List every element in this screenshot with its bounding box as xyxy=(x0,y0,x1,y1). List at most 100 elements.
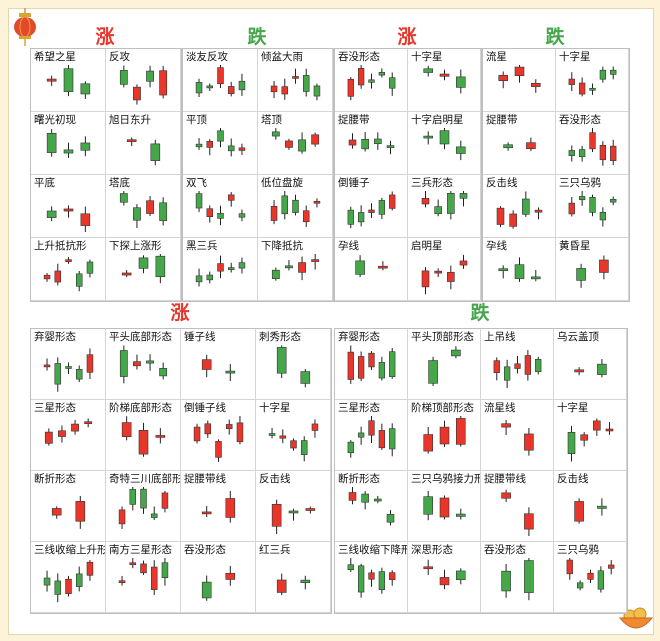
bearish-candle xyxy=(456,513,466,517)
candlestick-illustration xyxy=(51,495,86,529)
bearish-candle xyxy=(389,351,396,377)
bullish-candle xyxy=(496,207,505,225)
bullish-candle xyxy=(217,263,224,272)
candlestick-illustration xyxy=(193,416,244,462)
bearish-candle xyxy=(313,85,321,97)
bullish-candle xyxy=(121,422,132,437)
pattern-label: 十字星 xyxy=(411,51,443,63)
bearish-candle xyxy=(503,144,513,149)
bearish-candle xyxy=(498,268,508,271)
section-header-top-left-rise: 涨 xyxy=(95,26,115,48)
pattern-cell: 三星形态 xyxy=(335,400,408,471)
pattern-label: 断折形态 xyxy=(34,473,76,485)
pattern-cell: 断折形态 xyxy=(31,471,106,542)
bullish-candle xyxy=(86,561,94,576)
bullish-candle xyxy=(292,76,299,79)
bearish-candle xyxy=(347,209,354,225)
candlestick-illustration xyxy=(271,499,316,535)
bullish-candle xyxy=(215,441,222,458)
pattern-cell: 三线收缩下降形态 xyxy=(335,542,408,613)
bullish-candle xyxy=(574,369,584,373)
bullish-candle xyxy=(140,563,147,574)
candlestick-illustration xyxy=(421,191,468,220)
bullish-candle xyxy=(357,68,365,86)
pattern-label: 上吊线 xyxy=(484,331,516,343)
bearish-candle xyxy=(195,143,203,148)
bullish-candle xyxy=(456,418,466,445)
pattern-cell: 塔顶 xyxy=(258,112,333,175)
bearish-candle xyxy=(195,275,203,283)
candlestick-illustration xyxy=(568,191,617,227)
bullish-candle xyxy=(311,259,320,262)
bullish-candle xyxy=(270,205,278,221)
bullish-candle xyxy=(46,78,57,82)
pattern-cell: 三星形态 xyxy=(31,400,106,471)
bullish-candle xyxy=(227,194,235,201)
bearish-candle xyxy=(292,199,299,213)
bearish-candle xyxy=(531,276,541,280)
bearish-candle xyxy=(361,493,369,503)
pattern-cell: 三只乌鸦 xyxy=(556,175,629,238)
pattern-label: 吞没形态 xyxy=(559,114,601,126)
bearish-candle xyxy=(75,273,83,287)
bullish-candle xyxy=(574,501,584,522)
bearish-candle xyxy=(146,70,154,82)
pattern-cell: 希望之星 xyxy=(31,49,106,112)
bearish-candle xyxy=(217,130,224,142)
pattern-cell: 平头顶部形态 xyxy=(408,329,481,400)
pattern-label: 三星形态 xyxy=(338,402,380,414)
pattern-cell: 流星 xyxy=(483,49,556,112)
bearish-candle xyxy=(524,560,534,593)
pattern-label: 黑三兵 xyxy=(186,240,218,252)
bearish-candle xyxy=(138,257,149,269)
bearish-candle xyxy=(238,213,246,218)
bullish-candle xyxy=(65,578,72,594)
bullish-candle xyxy=(138,430,149,455)
bearish-candle xyxy=(238,262,246,269)
pattern-label: 希望之星 xyxy=(34,51,76,63)
pattern-label: 深思形态 xyxy=(411,544,453,556)
bullish-candle xyxy=(225,424,233,429)
bullish-candle xyxy=(439,73,450,77)
candlestick-illustration xyxy=(201,354,236,381)
candlestick-illustration xyxy=(347,65,396,101)
bullish-candle xyxy=(313,200,321,204)
bearish-candle xyxy=(119,70,128,85)
bearish-candle xyxy=(80,83,91,95)
pattern-cell: 刺秀形态 xyxy=(256,329,331,400)
pattern-cell: 流星线 xyxy=(481,400,554,471)
candlestick-illustration xyxy=(421,254,468,295)
pattern-cell: 十字星 xyxy=(408,49,481,112)
pattern-label: 塔底 xyxy=(109,177,130,189)
pattern-cell: 塔底 xyxy=(106,175,181,238)
pattern-cell: 捉腰带 xyxy=(335,112,408,175)
bearish-candle xyxy=(447,192,455,214)
bearish-candle xyxy=(451,349,461,357)
bullish-candle xyxy=(227,86,235,94)
bullish-candle xyxy=(271,504,282,527)
bearish-candle xyxy=(75,368,83,380)
bullish-candle xyxy=(155,435,166,438)
bearish-candle xyxy=(217,213,224,219)
pattern-cell: 下降抵抗 xyxy=(258,238,333,301)
bearish-candle xyxy=(501,570,511,592)
bearish-candle xyxy=(597,570,605,590)
bullish-candle xyxy=(599,259,609,273)
bearish-candle xyxy=(300,579,311,583)
bearish-candle xyxy=(361,138,369,150)
pattern-label: 倾盆大雨 xyxy=(261,51,303,63)
bullish-candle xyxy=(118,509,126,525)
candlestick-illustration xyxy=(576,255,609,288)
bullish-candle xyxy=(348,492,357,501)
bullish-candle xyxy=(421,198,430,205)
bearish-candle xyxy=(281,195,289,215)
pattern-cell: 南方三星形态 xyxy=(106,542,181,613)
bearish-candle xyxy=(46,132,57,153)
pattern-cell: 乌云盖顶 xyxy=(554,329,627,400)
bearish-candle xyxy=(568,150,575,156)
pattern-panel-top-left-rise: 希望之星 反攻 曙光初现 旭日东升 平底 塔底 上升抵抗形 下探上涨形 xyxy=(30,48,182,302)
candlestick-illustration xyxy=(43,348,94,392)
pattern-cell: 阶梯底部形态 xyxy=(106,400,181,471)
bullish-candle xyxy=(118,580,126,583)
bullish-candle xyxy=(421,270,430,288)
